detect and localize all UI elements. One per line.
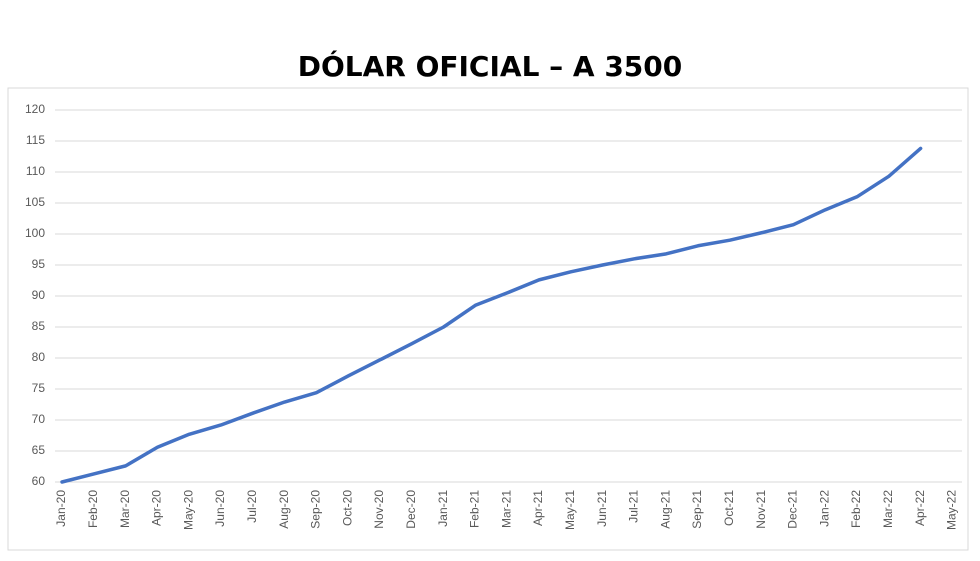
x-tick-label: Feb-22 [849,490,863,528]
x-tick-label: Nov-20 [372,490,386,529]
x-tick-label: Oct-21 [722,490,736,526]
x-tick-label: Mar-20 [118,490,132,528]
x-tick-label: Apr-22 [913,490,927,526]
x-tick-label: Mar-22 [881,490,895,528]
y-tick-label: 120 [25,102,45,116]
y-tick-label: 85 [32,319,46,333]
y-tick-label: 95 [32,257,46,271]
y-tick-label: 75 [32,381,46,395]
x-tick-label: Jul-21 [627,490,641,523]
y-tick-label: 115 [26,133,45,147]
x-tick-label: May-22 [945,490,959,530]
x-tick-label: Jun-21 [595,490,609,527]
x-tick-label: Dec-20 [404,490,418,529]
x-tick-label: Aug-20 [277,490,291,529]
x-tick-label: Jul-20 [245,490,259,523]
x-tick-label: Apr-20 [150,490,164,526]
x-tick-label: Sep-21 [690,490,704,529]
y-tick-label: 90 [32,288,46,302]
x-tick-label: May-20 [181,490,195,530]
y-tick-label: 100 [25,226,45,240]
x-tick-label: Jan-22 [817,490,831,527]
x-tick-label: Dec-21 [786,490,800,529]
y-tick-label: 60 [32,474,46,488]
line [60,146,923,484]
x-tick-label: Jan-20 [54,490,68,527]
y-tick-label: 80 [32,350,46,364]
y-tick-label: 110 [26,164,45,178]
x-tick-label: Feb-21 [468,490,482,528]
x-tick-label: Nov-21 [754,490,768,529]
x-tick-label: Oct-20 [340,490,354,526]
x-tick-label: Jan-21 [436,490,450,527]
x-tick-label: Aug-21 [658,490,672,529]
y-tick-label: 70 [32,412,46,426]
y-tick-label: 105 [25,195,45,209]
y-tick-label: 65 [32,443,46,457]
x-tick-label: Mar-21 [499,490,513,528]
x-tick-label: Sep-20 [309,490,323,529]
chart-title: DÓLAR OFICIAL – A 3500 [298,49,683,83]
plot-frame [7,87,969,551]
x-tick-label: Jun-20 [213,490,227,527]
x-tick-label: Apr-21 [531,490,545,526]
x-tick-label: May-21 [563,490,577,530]
x-tick-label: Feb-20 [86,490,100,528]
